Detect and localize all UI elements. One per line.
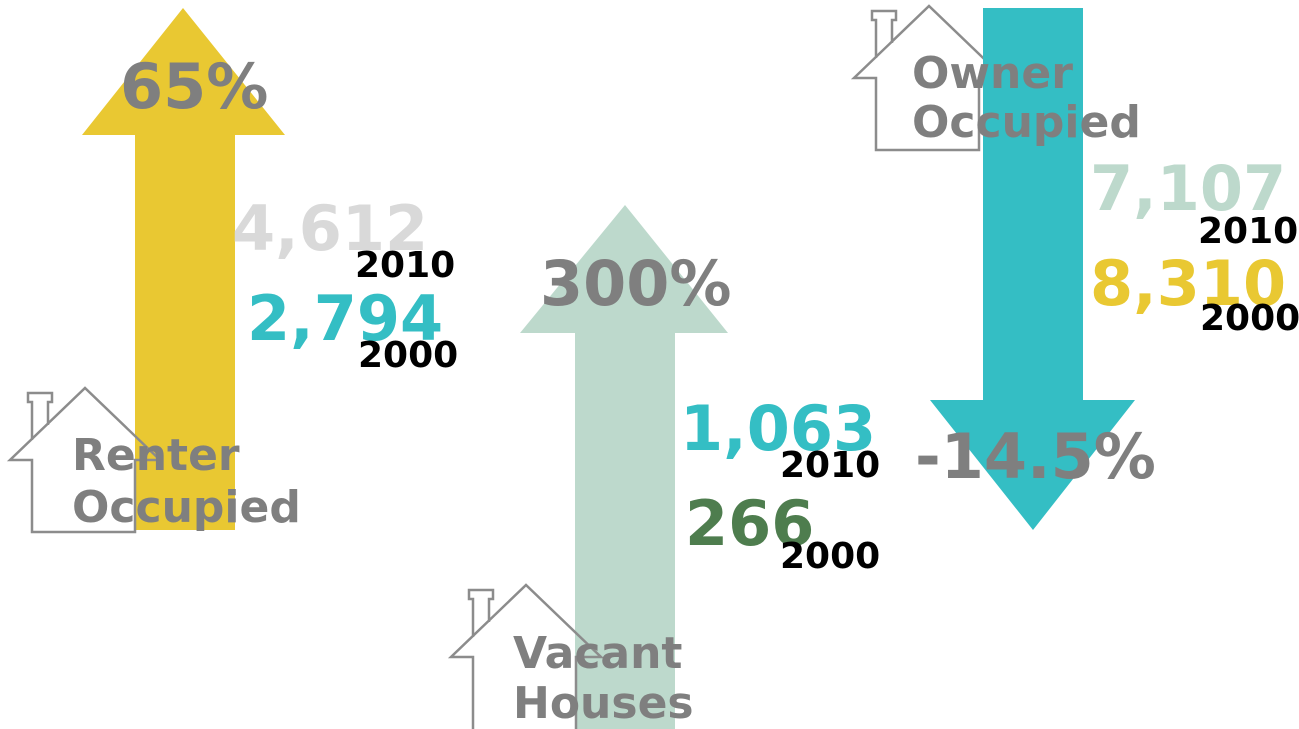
value-2000: 8,310 — [1090, 247, 1286, 320]
value-2000: 266 — [685, 487, 814, 560]
renter-panel: 65% 4,612 2010 2,794 2000 Renter Occupie… — [6, 8, 458, 534]
house-icon — [6, 386, 164, 534]
year-label: 2010 — [355, 245, 455, 286]
year-label: 2000 — [358, 335, 458, 376]
year-label: 2000 — [1200, 298, 1299, 339]
year-label: 2000 — [780, 536, 880, 577]
value-2000: 2,794 — [247, 282, 443, 355]
category-label: Owner — [912, 48, 1073, 99]
category-label: Occupied — [912, 97, 1141, 148]
value-2010: 1,063 — [680, 392, 876, 465]
house-icon — [850, 4, 1008, 152]
year-label: 2010 — [780, 445, 880, 486]
year-label: 2010 — [1198, 211, 1298, 252]
change: 65% — [120, 50, 268, 123]
value-2010: 7,107 — [1090, 152, 1286, 225]
vacant-panel: 300% 1,063 2010 266 2000 Vacant Houses — [447, 205, 880, 729]
change: 300% — [540, 247, 732, 320]
category-label: Renter — [72, 430, 240, 481]
category-label: Houses — [513, 678, 694, 729]
value-2010: 4,612 — [232, 192, 428, 265]
category-label: Vacant — [513, 628, 682, 679]
up-arrow — [520, 205, 728, 729]
down-arrow — [930, 8, 1135, 530]
category-label: Occupied — [72, 482, 301, 533]
house-icon — [447, 583, 605, 729]
change: -14.5% — [915, 420, 1156, 493]
up-arrow — [82, 8, 285, 530]
owner-panel: Owner Occupied 7,107 2010 8,310 2000 -14… — [850, 4, 1299, 530]
